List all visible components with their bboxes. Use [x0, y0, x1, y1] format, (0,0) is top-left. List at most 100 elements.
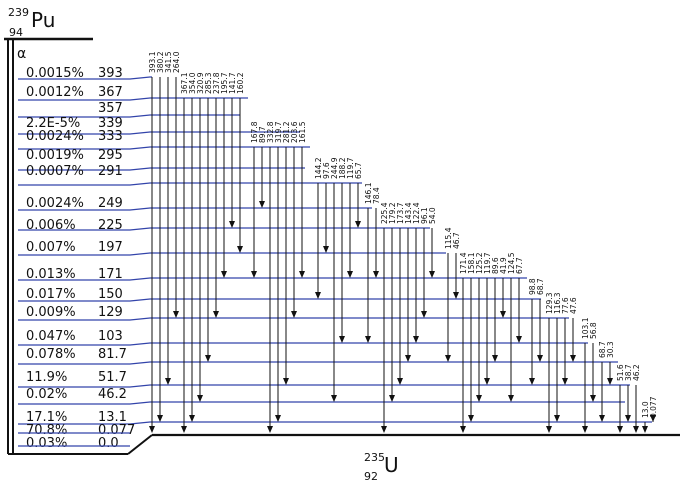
gamma-arrowhead — [516, 336, 522, 343]
gamma-energy-label: 46.2 — [632, 364, 641, 381]
gamma-arrowhead — [562, 378, 568, 385]
gamma-energy-label: 144.2 — [314, 157, 323, 179]
gamma-arrowhead — [165, 378, 171, 385]
gamma-energy-label: 167.8 — [250, 121, 259, 143]
alpha-decay-frame: α — [7, 39, 153, 455]
gamma-arrowhead — [421, 311, 427, 318]
gamma-energy-label: 65.7 — [354, 162, 363, 179]
level-energy: 0.0 — [98, 436, 119, 451]
gamma-arrowhead — [492, 355, 498, 362]
gamma-energy-label: 68.7 — [598, 341, 607, 358]
gamma-arrowhead — [500, 311, 506, 318]
gamma-energy-label: 38.7 — [624, 364, 633, 381]
level-line — [18, 298, 541, 302]
gamma-energy-label: 264.0 — [172, 51, 181, 73]
gamma-arrowhead — [508, 395, 514, 402]
gamma-energy-label: 319.7 — [274, 121, 283, 143]
gamma-energy-label: 341.5 — [164, 51, 173, 73]
daughter-z: 92 — [364, 470, 378, 483]
gamma-arrowhead — [267, 426, 273, 433]
gamma-arrowhead — [617, 426, 623, 433]
level-intensity: 17.1% — [26, 410, 67, 425]
gamma-arrowhead — [570, 355, 576, 362]
level-energy: 81.7 — [98, 347, 127, 362]
level-energy: 51.7 — [98, 370, 127, 385]
level-intensity: 0.047% — [26, 329, 76, 344]
gamma-energy-label: 146.1 — [364, 182, 373, 204]
gamma-energy-label: 41.9 — [499, 257, 508, 274]
level-intensity: 0.02% — [26, 387, 67, 402]
gamma-energy-label: 125.2 — [475, 252, 484, 274]
level-intensity: 0.0007% — [26, 164, 84, 179]
gamma-energy-label: 46.7 — [452, 232, 461, 249]
gamma-arrowhead — [529, 378, 535, 385]
gamma-energy-label: 119.7 — [346, 157, 355, 179]
gamma-arrowhead — [339, 336, 345, 343]
gamma-arrowhead — [373, 271, 379, 278]
gamma-energy-label: 332.8 — [266, 121, 275, 143]
level-line — [18, 361, 618, 365]
gamma-arrowhead — [445, 355, 451, 362]
parent-mass: 239 — [8, 6, 29, 19]
level-intensity: 0.017% — [26, 287, 76, 302]
gamma-energy-label: 119.7 — [483, 252, 492, 274]
level-line — [18, 401, 625, 405]
gamma-arrowhead — [347, 271, 353, 278]
level-energy: 357 — [98, 101, 123, 116]
gamma-arrowhead — [323, 246, 329, 253]
gamma-energy-label: 129.3 — [545, 292, 554, 314]
gamma-energy-label: 354.0 — [188, 72, 197, 94]
gamma-arrowhead — [331, 395, 337, 402]
gamma-energy-label: 103.1 — [581, 317, 590, 339]
frame-slant — [127, 434, 153, 455]
gamma-energy-label: 116.3 — [553, 292, 562, 314]
gamma-arrowhead — [633, 426, 639, 433]
gamma-energy-label: 367.1 — [180, 72, 189, 94]
level-intensity: 0.007% — [26, 240, 76, 255]
level-intensity: 11.9% — [26, 370, 67, 385]
gamma-energy-label: 237.8 — [212, 72, 221, 94]
gamma-arrowhead — [189, 415, 195, 422]
gamma-arrowhead — [590, 395, 596, 402]
gamma-arrowhead — [389, 395, 395, 402]
gamma-energy-label: 171.4 — [459, 252, 468, 274]
level-energy: 13.1 — [98, 410, 127, 425]
level-intensity: 0.0019% — [26, 148, 84, 163]
gamma-energy-label: 285.3 — [204, 72, 213, 94]
level-intensity: 0.013% — [26, 267, 76, 282]
gamma-arrowhead — [181, 426, 187, 433]
level-line — [18, 384, 630, 388]
level-line — [18, 131, 300, 135]
gamma-arrowhead — [460, 426, 466, 433]
gamma-arrowhead — [299, 271, 305, 278]
level-intensity: 0.0024% — [26, 129, 84, 144]
gamma-energy-label: 244.9 — [330, 157, 339, 179]
gamma-energy-label: 115.4 — [444, 227, 453, 249]
level-energy: 295 — [98, 148, 123, 163]
gamma-arrowhead — [283, 378, 289, 385]
level-line — [18, 207, 372, 211]
gamma-arrowhead — [642, 426, 648, 433]
gamma-energy-label: 47.6 — [569, 297, 578, 314]
gamma-arrowhead — [537, 355, 543, 362]
level-energy: 150 — [98, 287, 123, 302]
gamma-energy-label: 89.7 — [258, 126, 267, 143]
gamma-arrowhead — [650, 415, 656, 422]
gamma-arrowhead — [607, 378, 613, 385]
level-line — [18, 167, 305, 171]
level-energy: 197 — [98, 240, 123, 255]
gamma-energy-label: 188.2 — [338, 157, 347, 179]
gamma-arrowhead — [397, 378, 403, 385]
gamma-energy-label: 54.0 — [428, 207, 437, 224]
level-line — [18, 76, 152, 80]
level-line — [18, 277, 527, 281]
parent-nucleus: 239 Pu 94 — [4, 6, 93, 41]
gamma-arrowhead — [149, 426, 155, 433]
level-energy: 291 — [98, 164, 123, 179]
level-intensity: 0.006% — [26, 218, 76, 233]
gamma-energy-label: 30.3 — [606, 341, 615, 358]
gamma-energy-label: 67.7 — [515, 257, 524, 274]
